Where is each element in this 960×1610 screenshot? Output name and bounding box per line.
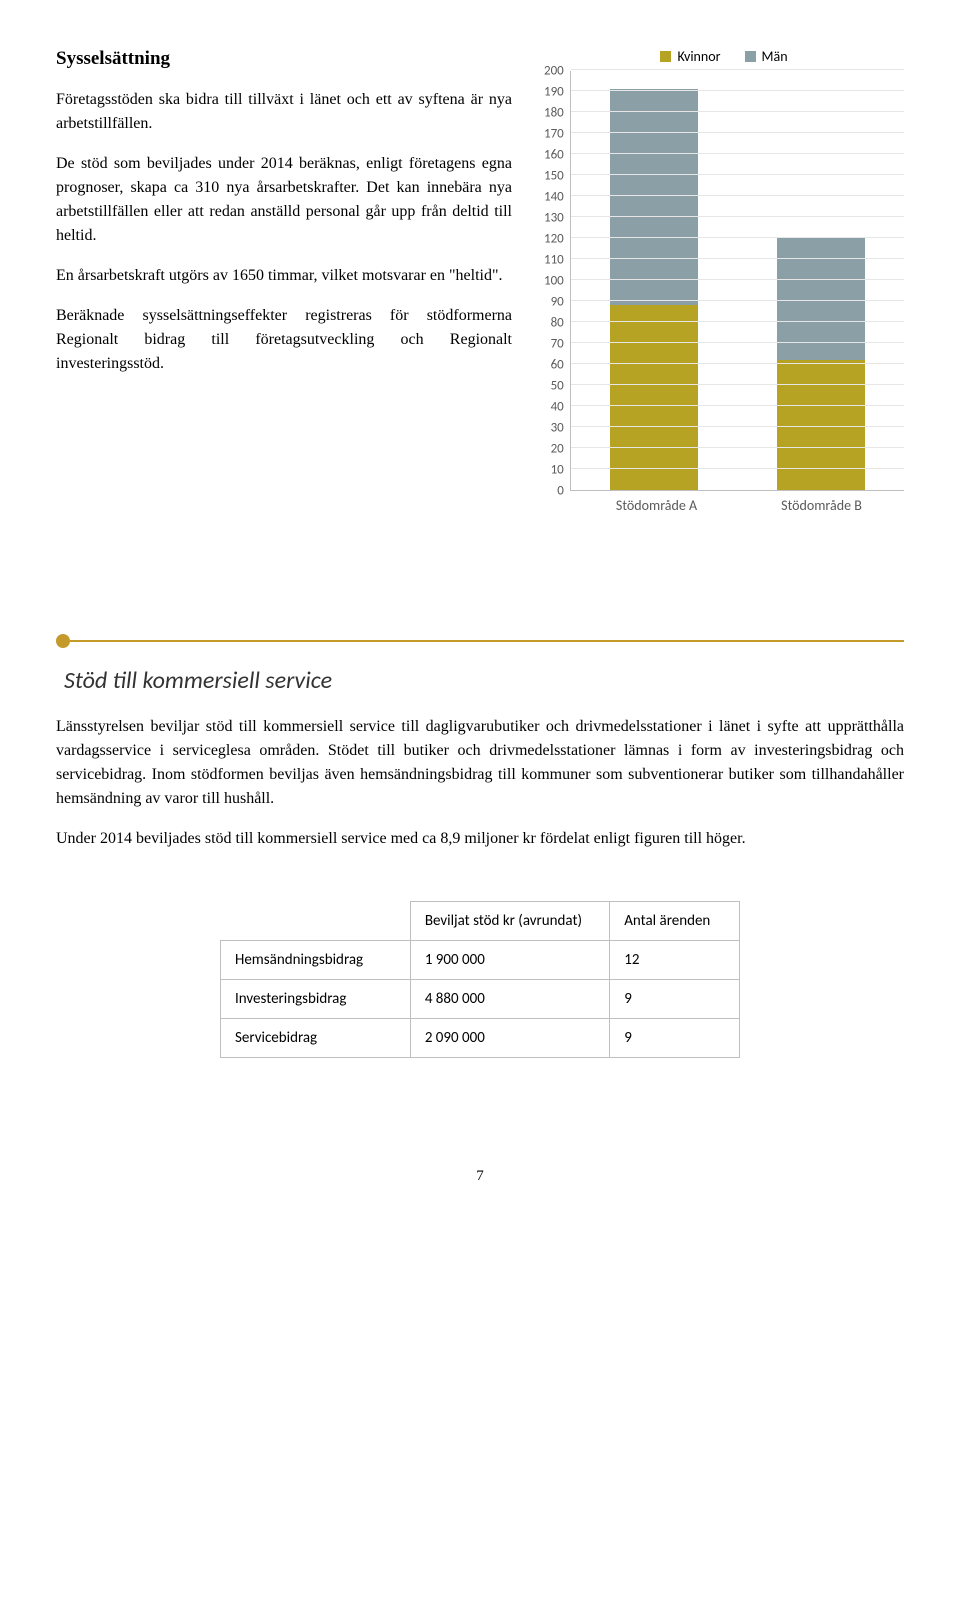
separator-dot-icon bbox=[56, 634, 70, 648]
employment-chart: Kvinnor Män 2001901801701601501401301201… bbox=[544, 48, 904, 514]
body-paragraph: Under 2014 beviljades stöd till kommersi… bbox=[56, 827, 904, 851]
bar-segment-man bbox=[610, 89, 698, 305]
gridline bbox=[571, 174, 904, 175]
table-cell: Servicebidrag bbox=[221, 1019, 411, 1058]
legend-swatch bbox=[660, 51, 671, 62]
gridline bbox=[571, 468, 904, 469]
gridline bbox=[571, 111, 904, 112]
gridline bbox=[571, 405, 904, 406]
legend-label: Män bbox=[762, 48, 788, 65]
body-paragraph: Beräknade sysselsättningseffekter regist… bbox=[56, 304, 512, 376]
gridline bbox=[571, 342, 904, 343]
gridline bbox=[571, 363, 904, 364]
gridline bbox=[571, 384, 904, 385]
table-header-count: Antal ärenden bbox=[610, 902, 740, 941]
table-cell: 4 880 000 bbox=[410, 980, 609, 1019]
bar-segment-kvinnor bbox=[610, 305, 698, 490]
gridline bbox=[571, 153, 904, 154]
gridline bbox=[571, 300, 904, 301]
x-axis-label: Stödområde B bbox=[778, 497, 866, 514]
gridline bbox=[571, 69, 904, 70]
gridline bbox=[571, 90, 904, 91]
table-row: Hemsändningsbidrag1 900 00012 bbox=[221, 941, 740, 980]
body-paragraph: En årsarbetskraft utgörs av 1650 timmar,… bbox=[56, 264, 512, 288]
table-cell: 2 090 000 bbox=[410, 1019, 609, 1058]
page-number: 7 bbox=[56, 1168, 904, 1185]
chart-bar bbox=[777, 238, 865, 490]
chart-bar bbox=[610, 89, 698, 490]
legend-item-kvinnor: Kvinnor bbox=[660, 48, 720, 65]
gridline bbox=[571, 237, 904, 238]
section-heading-sysselsattning: Sysselsättning bbox=[56, 48, 512, 70]
gridline bbox=[571, 279, 904, 280]
gridline bbox=[571, 258, 904, 259]
gridline bbox=[571, 447, 904, 448]
separator-line bbox=[70, 640, 904, 642]
legend-item-man: Män bbox=[745, 48, 788, 65]
gridline bbox=[571, 132, 904, 133]
table-header-blank bbox=[221, 902, 411, 941]
x-axis-label: Stödområde A bbox=[613, 497, 701, 514]
table-cell: Hemsändningsbidrag bbox=[221, 941, 411, 980]
table-row: Investeringsbidrag4 880 0009 bbox=[221, 980, 740, 1019]
table-row: Servicebidrag2 090 0009 bbox=[221, 1019, 740, 1058]
legend-swatch bbox=[745, 51, 756, 62]
gridline bbox=[571, 216, 904, 217]
funding-table: Beviljat stöd kr (avrundat) Antal ärende… bbox=[220, 901, 740, 1058]
gridline bbox=[571, 321, 904, 322]
gridline bbox=[571, 195, 904, 196]
bar-segment-kvinnor bbox=[777, 360, 865, 490]
section-separator bbox=[56, 634, 904, 648]
table-cell: Investeringsbidrag bbox=[221, 980, 411, 1019]
legend-label: Kvinnor bbox=[677, 48, 720, 65]
chart-y-axis: 2001901801701601501401301201101009080706… bbox=[544, 71, 570, 491]
table-cell: 9 bbox=[610, 980, 740, 1019]
section-heading-kommersiell-service: Stöd till kommersiell service bbox=[64, 666, 904, 695]
table-cell: 1 900 000 bbox=[410, 941, 609, 980]
table-header-amount: Beviljat stöd kr (avrundat) bbox=[410, 902, 609, 941]
chart-x-axis: Stödområde A Stödområde B bbox=[544, 497, 904, 514]
gridline bbox=[571, 426, 904, 427]
body-paragraph: De stöd som beviljades under 2014 beräkn… bbox=[56, 152, 512, 248]
body-paragraph: Länsstyrelsen beviljar stöd till kommers… bbox=[56, 715, 904, 811]
chart-legend: Kvinnor Män bbox=[544, 48, 904, 65]
body-paragraph: Företagsstöden ska bidra till tillväxt i… bbox=[56, 88, 512, 136]
table-header-row: Beviljat stöd kr (avrundat) Antal ärende… bbox=[221, 902, 740, 941]
chart-plot-area bbox=[570, 71, 904, 491]
table-cell: 9 bbox=[610, 1019, 740, 1058]
table-cell: 12 bbox=[610, 941, 740, 980]
